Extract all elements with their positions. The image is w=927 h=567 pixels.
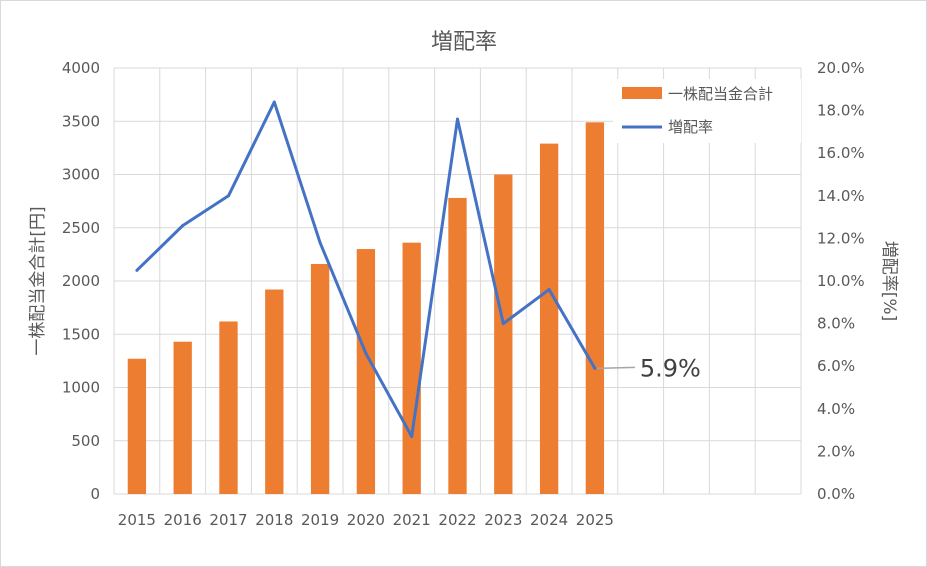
right-tick-label: 14.0% [817, 187, 865, 205]
line-point-2015 [135, 268, 139, 272]
left-axis-ticks: 0 500 1000 1500 2000 2500 3000 3500 4000 [62, 59, 100, 503]
annotation-leader-line [596, 366, 635, 370]
left-tick-label: 1500 [62, 325, 100, 343]
right-tick-label: 16.0% [817, 144, 865, 162]
gridlines [113, 67, 802, 495]
x-tick-label: 2020 [347, 511, 385, 529]
left-tick-label: 4000 [62, 59, 100, 77]
annotation-label: 5.9% [640, 354, 701, 382]
bar-2024 [539, 143, 559, 495]
right-tick-label: 12.0% [817, 229, 865, 247]
annotation-callout: 5.9% [596, 354, 701, 382]
bar-2020 [356, 249, 376, 494]
left-tick-label: 2000 [62, 272, 100, 290]
bar-2016 [173, 341, 192, 494]
x-tick-label: 2019 [301, 511, 339, 529]
bar-2025 [585, 122, 605, 494]
x-tick-label: 2024 [530, 511, 568, 529]
x-tick-label: 2017 [209, 511, 247, 529]
bar-2021 [402, 242, 421, 494]
bar-2017 [219, 321, 238, 494]
line-series [135, 100, 597, 438]
bar-2023 [494, 174, 513, 494]
legend-label-line: 増配率 [668, 118, 713, 136]
right-tick-label: 8.0% [817, 315, 855, 333]
bar-2018 [265, 289, 284, 494]
legend-swatch-bar [622, 87, 662, 99]
line-point-2023 [501, 322, 505, 326]
line-point-2018 [272, 100, 276, 104]
line-point-2017 [227, 194, 230, 198]
bar-2022 [448, 197, 467, 494]
line-point-2025 [593, 366, 597, 370]
left-axis-title: 一株配当金合計[円] [28, 206, 48, 355]
left-tick-label: 3000 [62, 166, 100, 184]
bar-series [127, 122, 605, 495]
x-tick-label: 2025 [576, 511, 614, 529]
bar-2015 [127, 358, 147, 494]
left-tick-label: 3500 [62, 112, 100, 130]
chart-title: 増配率 [431, 30, 497, 55]
x-tick-label: 2018 [255, 511, 293, 529]
left-tick-label: 1000 [62, 379, 100, 397]
x-axis-ticks: 2015 2016 2017 2018 2019 2020 2021 2022 2023 2024… [118, 511, 614, 529]
x-tick-label: 2015 [118, 511, 156, 529]
line-point-2022 [456, 117, 459, 121]
left-tick-label: 0 [90, 485, 100, 503]
x-tick-label: 2021 [393, 511, 431, 529]
right-tick-label: 2.0% [817, 442, 855, 460]
right-tick-label: 18.0% [817, 102, 865, 120]
right-axis-title: 増配率[%] [879, 241, 899, 321]
left-tick-label: 500 [71, 432, 100, 450]
line-point-2020 [364, 351, 368, 355]
line-point-2024 [547, 288, 551, 292]
line-point-2016 [181, 224, 185, 228]
legend: 一株配当金合計 増配率 [613, 79, 801, 143]
line-point-2019 [318, 241, 322, 245]
bar-2019 [310, 263, 330, 494]
left-tick-label: 2500 [62, 219, 100, 237]
legend-label-bar: 一株配当金合計 [668, 85, 773, 103]
right-tick-label: 20.0% [817, 59, 865, 77]
right-tick-label: 0.0% [817, 485, 855, 503]
x-tick-label: 2023 [484, 511, 522, 529]
right-axis-ticks: 0.0% 2.0% 4.0% 6.0% 8.0% 10.0% 12.0% 14.0% 16.0%… [817, 59, 865, 503]
right-tick-label: 10.0% [817, 272, 865, 290]
x-tick-label: 2022 [438, 511, 476, 529]
x-tick-label: 2016 [164, 511, 202, 529]
right-tick-label: 6.0% [817, 357, 855, 375]
line-point-2021 [410, 434, 414, 438]
right-tick-label: 4.0% [817, 400, 855, 418]
